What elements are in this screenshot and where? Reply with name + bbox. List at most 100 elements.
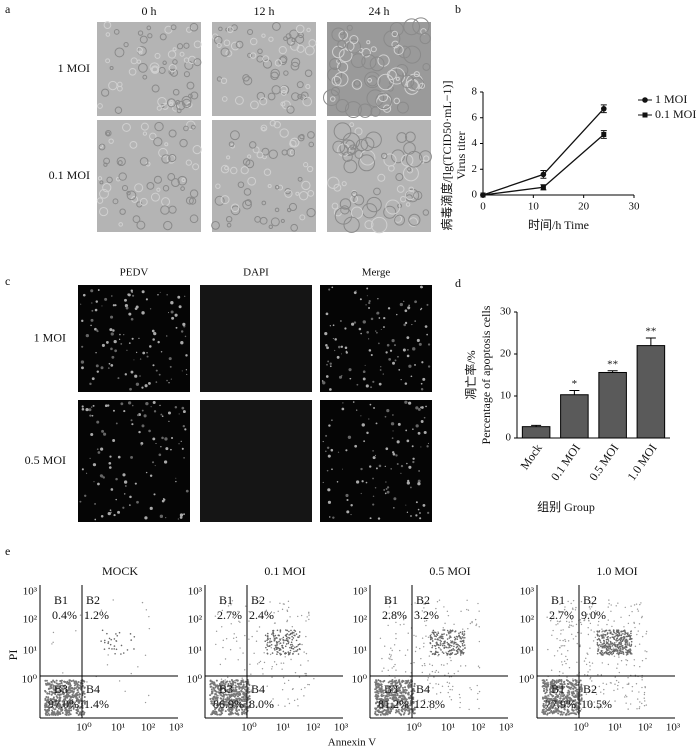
signal <box>327 500 332 504</box>
cell <box>98 143 106 151</box>
event <box>446 681 449 684</box>
event <box>645 633 647 635</box>
signal <box>322 481 324 483</box>
event <box>636 708 638 710</box>
event <box>612 652 615 655</box>
event <box>446 610 449 613</box>
x-tick-label: Mock <box>517 441 545 472</box>
signal <box>345 493 349 498</box>
signal <box>80 360 85 364</box>
event <box>544 712 547 715</box>
event <box>106 632 108 635</box>
event <box>558 671 561 673</box>
signal <box>100 366 104 370</box>
event <box>281 644 284 647</box>
cell <box>102 183 112 193</box>
event <box>590 629 592 631</box>
event <box>617 681 620 684</box>
cell <box>395 63 409 77</box>
signal <box>118 338 121 341</box>
event <box>636 608 639 610</box>
cell <box>346 146 356 156</box>
cell <box>270 68 280 79</box>
event <box>439 642 442 644</box>
signal <box>391 451 395 454</box>
signal <box>356 409 358 411</box>
event <box>622 650 624 653</box>
event <box>580 632 582 634</box>
event <box>641 676 643 679</box>
event <box>461 636 464 638</box>
signal <box>419 517 422 520</box>
cell <box>172 104 180 112</box>
x-axis-label: 时间/h Time <box>528 218 589 232</box>
cell <box>327 176 340 189</box>
event <box>603 644 606 647</box>
signal <box>376 311 380 315</box>
event <box>462 628 464 630</box>
event <box>56 685 59 688</box>
event <box>437 671 440 673</box>
cell <box>295 34 305 44</box>
cell <box>164 142 169 147</box>
event <box>477 665 480 667</box>
cell <box>190 124 196 130</box>
signal <box>124 373 128 376</box>
event <box>628 650 630 652</box>
event <box>460 649 463 652</box>
event <box>583 660 586 662</box>
event <box>620 634 623 637</box>
event <box>589 676 592 679</box>
event <box>287 600 290 603</box>
cell <box>391 30 398 38</box>
event <box>547 648 549 651</box>
event <box>44 690 47 693</box>
event <box>560 633 562 635</box>
event <box>435 693 438 695</box>
event <box>635 603 638 605</box>
cell <box>405 131 416 143</box>
signal <box>329 325 331 327</box>
event <box>545 679 548 682</box>
event <box>145 609 148 611</box>
event <box>587 627 589 629</box>
event <box>52 631 55 634</box>
signal <box>89 414 92 417</box>
event <box>587 671 589 673</box>
event <box>559 713 562 716</box>
event <box>235 679 238 682</box>
signal <box>139 358 142 360</box>
event <box>600 634 603 636</box>
event <box>53 689 56 692</box>
event <box>638 707 641 710</box>
event <box>441 685 444 687</box>
cell <box>116 156 126 167</box>
event <box>626 644 629 646</box>
event <box>478 707 480 710</box>
event <box>307 683 309 686</box>
event <box>567 600 569 603</box>
event <box>277 610 279 613</box>
event <box>277 704 280 706</box>
event <box>597 624 599 626</box>
event <box>613 631 616 634</box>
event <box>253 652 255 655</box>
cell <box>375 92 393 110</box>
signal <box>395 454 398 457</box>
event <box>281 688 284 691</box>
event <box>589 678 591 680</box>
event <box>209 697 212 700</box>
y-tick-label: 10⁰ <box>187 674 203 686</box>
cell <box>267 92 276 101</box>
event <box>281 646 284 649</box>
event <box>576 661 578 663</box>
cell <box>386 69 397 81</box>
signal <box>327 454 331 458</box>
signal <box>326 469 329 472</box>
event <box>236 713 239 716</box>
cell <box>177 175 188 186</box>
event <box>459 654 462 656</box>
cell <box>186 120 196 130</box>
cell <box>383 153 397 167</box>
event <box>282 662 285 664</box>
